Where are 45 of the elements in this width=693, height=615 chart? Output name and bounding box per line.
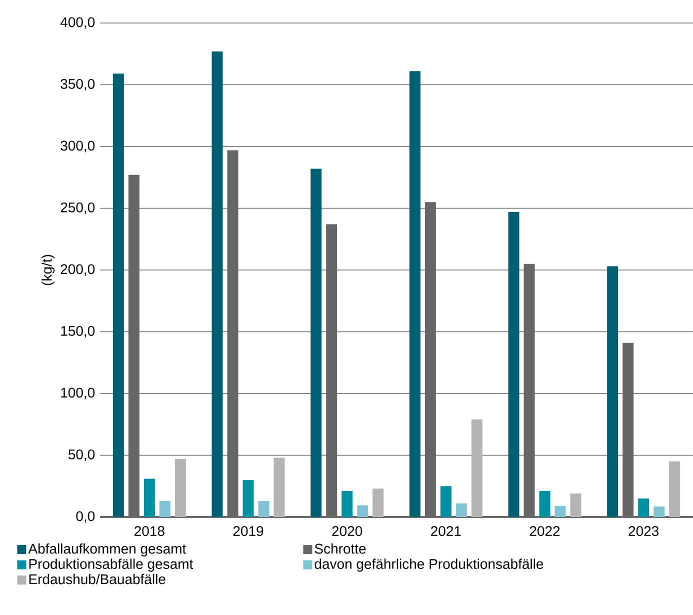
bar xyxy=(242,480,254,517)
y-tick-label: 400,0 xyxy=(60,17,95,29)
y-tick-label: 300,0 xyxy=(60,140,95,152)
bar xyxy=(212,51,223,517)
bar xyxy=(409,71,420,517)
bar xyxy=(144,478,155,517)
x-tick-label: 2022 xyxy=(530,526,560,536)
legend-label: Abfallaufkommen gesamt xyxy=(28,543,186,556)
bar xyxy=(539,491,550,517)
legend-label: davon gefährliche Produktionsabfälle xyxy=(314,558,544,572)
bar xyxy=(159,500,170,517)
bar xyxy=(570,494,582,517)
bar xyxy=(440,486,452,517)
x-tick-label: 2018 xyxy=(134,526,164,536)
x-tick-label: 2023 xyxy=(628,526,659,536)
bar xyxy=(654,506,665,517)
y-tick-label: 350,0 xyxy=(60,78,95,91)
y-tick-label: 200,0 xyxy=(60,264,95,276)
bar xyxy=(607,266,618,517)
y-tick-label: 150,0 xyxy=(61,326,95,338)
x-tick-label: 2021 xyxy=(431,526,461,536)
legend-label: Produktionsabfälle gesamt xyxy=(29,558,194,572)
bar xyxy=(174,458,186,517)
bar xyxy=(112,74,124,517)
bar xyxy=(554,506,566,517)
y-tick-label: 50,0 xyxy=(68,449,95,462)
bar xyxy=(258,500,270,517)
bar xyxy=(342,491,353,517)
legend-label: Schrotte xyxy=(314,543,366,554)
bar xyxy=(638,498,650,517)
y-tick-label: 0,0 xyxy=(76,511,95,523)
y-tick-label: 100,0 xyxy=(61,388,95,400)
y-tick-label: 250,0 xyxy=(60,202,95,214)
bar xyxy=(669,461,680,517)
x-tick-label: 2020 xyxy=(332,526,362,536)
bar xyxy=(310,168,322,517)
bar xyxy=(508,212,520,517)
bar xyxy=(456,503,467,517)
x-tick-label: 2019 xyxy=(233,526,264,536)
legend-label: Erdaushub/Bauabfälle xyxy=(29,574,166,584)
y-axis-title: (kg/t) xyxy=(42,254,55,286)
bar xyxy=(471,419,482,517)
bar xyxy=(274,458,285,517)
bar xyxy=(357,505,368,517)
bar xyxy=(372,488,384,517)
